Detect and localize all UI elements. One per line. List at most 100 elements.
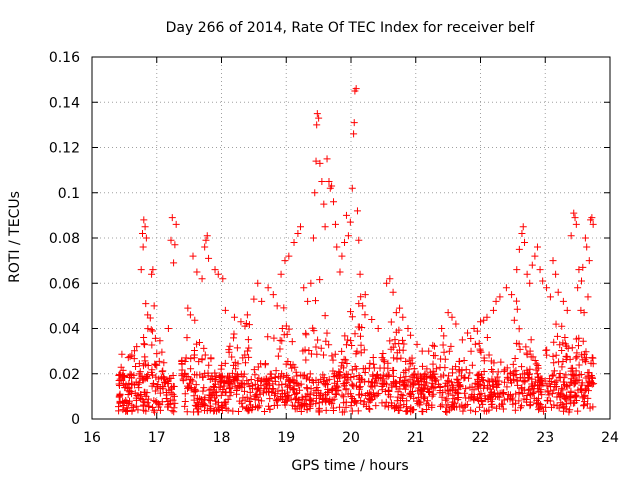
data-point	[205, 386, 213, 394]
data-point	[421, 384, 429, 392]
data-point	[396, 304, 404, 312]
data-point	[264, 333, 272, 341]
data-point	[436, 402, 444, 410]
data-point	[439, 371, 447, 379]
data-point	[325, 341, 333, 349]
data-point	[449, 402, 457, 410]
data-point	[567, 394, 575, 402]
data-point	[293, 389, 301, 397]
data-point	[286, 377, 294, 385]
data-point	[340, 408, 348, 416]
data-point	[559, 339, 567, 347]
data-point	[204, 372, 212, 380]
data-point	[391, 404, 399, 412]
data-point	[192, 381, 200, 389]
data-point	[571, 391, 579, 399]
data-point	[428, 401, 436, 409]
data-point	[550, 367, 558, 375]
data-point	[306, 370, 314, 378]
data-point	[530, 394, 538, 402]
data-point	[389, 372, 397, 380]
data-point	[579, 263, 587, 271]
data-point	[148, 270, 156, 278]
data-point	[264, 284, 272, 292]
data-point	[250, 295, 258, 303]
data-point	[257, 382, 265, 390]
data-point	[513, 339, 521, 347]
data-point	[354, 407, 362, 415]
data-point	[151, 387, 159, 395]
data-point	[588, 380, 596, 388]
data-point	[171, 241, 179, 249]
data-point	[342, 378, 350, 386]
data-point	[321, 390, 329, 398]
data-point	[367, 391, 375, 399]
data-point	[361, 311, 369, 319]
data-point	[389, 288, 397, 296]
data-point	[589, 220, 597, 228]
data-point	[578, 277, 586, 285]
data-point	[217, 391, 225, 399]
data-point	[589, 403, 597, 411]
data-point	[485, 351, 493, 359]
data-point	[300, 284, 308, 292]
y-tick-label: 0.04	[49, 322, 80, 338]
data-point	[369, 378, 377, 386]
data-point	[224, 406, 232, 414]
data-point	[549, 352, 557, 360]
data-point	[584, 293, 592, 301]
data-point	[562, 395, 570, 403]
data-point	[144, 361, 152, 369]
data-point	[362, 392, 370, 400]
data-point	[206, 375, 214, 383]
data-point	[585, 257, 593, 265]
data-point	[201, 351, 209, 359]
data-point	[392, 383, 400, 391]
data-point	[311, 297, 319, 305]
data-point	[156, 401, 164, 409]
data-point	[570, 380, 578, 388]
data-point	[156, 389, 164, 397]
data-point	[499, 400, 507, 408]
data-point	[310, 327, 318, 335]
data-point	[130, 347, 138, 355]
data-point	[167, 236, 175, 244]
data-point	[579, 402, 587, 410]
data-point	[484, 377, 492, 385]
data-point	[224, 380, 232, 388]
data-point	[494, 393, 502, 401]
data-point	[575, 334, 583, 342]
data-point	[445, 378, 453, 386]
data-point	[237, 379, 245, 387]
data-point	[346, 308, 354, 316]
data-point	[227, 388, 235, 396]
data-point	[334, 383, 342, 391]
data-point	[389, 343, 397, 351]
data-point	[539, 277, 547, 285]
data-point	[343, 360, 351, 368]
data-point	[130, 381, 138, 389]
data-point	[170, 392, 178, 400]
data-point	[205, 396, 213, 404]
data-point	[333, 243, 341, 251]
data-point	[245, 344, 253, 352]
data-point	[290, 378, 298, 386]
data-point	[550, 386, 558, 394]
data-point	[453, 403, 461, 411]
data-point	[357, 332, 365, 340]
data-point	[195, 339, 203, 347]
data-point	[277, 374, 285, 382]
data-point	[135, 392, 143, 400]
data-point	[183, 334, 191, 342]
data-point	[448, 313, 456, 321]
data-point	[193, 268, 201, 276]
data-point	[262, 378, 270, 386]
data-point	[508, 291, 516, 299]
data-point	[142, 374, 150, 382]
data-point	[211, 388, 219, 396]
data-point	[203, 232, 211, 240]
data-point	[291, 395, 299, 403]
data-point	[316, 159, 324, 167]
data-point	[263, 383, 271, 391]
data-point	[240, 387, 248, 395]
